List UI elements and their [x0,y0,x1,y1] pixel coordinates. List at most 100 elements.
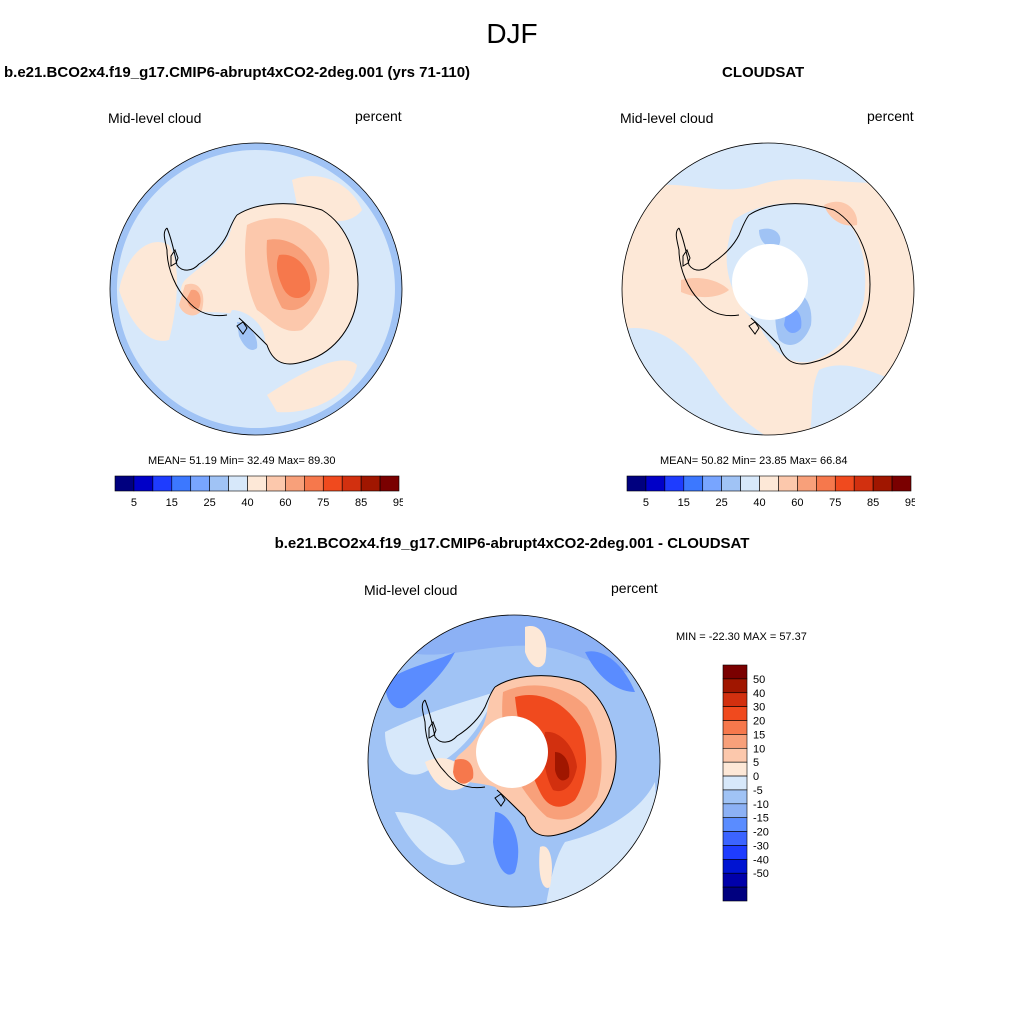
diff-colorbar: 50 40 30 20 15 10 5 0 -5 -10 -15 -20 -30… [722,664,769,902]
diff-cloud-increase [453,758,474,784]
obs-colorbar-cell [721,475,741,492]
obs-low-region [809,365,914,435]
model-cloud-increase [276,254,311,299]
diff-colorbar-label: -10 [753,799,769,811]
diff-colorbar-label: -20 [753,827,769,839]
obs-colorbar-cell [683,475,704,492]
diff-units-label: percent [611,580,658,596]
diff-colorbar-label: 0 [753,771,759,783]
model-colorbar-cell [190,475,210,492]
obs-mean-label: MEAN= [660,455,699,467]
obs-variable-label: Mid-level cloud [620,110,714,126]
obs-max-label: Max= [789,455,817,467]
model-colorbar-label: 75 [317,497,329,509]
model-colorbar-label: 95 [393,497,403,509]
obs-colorbar-cell [626,475,647,492]
model-colorbar-cell [171,475,192,492]
obs-mean-value: 50.82 [701,455,729,467]
diff-coastline [421,675,617,837]
obs-units-label: percent [867,108,914,124]
obs-colorbar-cell [834,475,855,492]
obs-map [621,142,915,436]
diff-slight-increase [525,626,547,668]
diff-map [367,614,661,908]
model-min-label: Min= [219,455,245,467]
model-map [109,142,403,436]
obs-colorbar-label: 75 [829,497,841,509]
diff-colorbar-cell [722,859,748,874]
diff-negative-region [385,652,455,709]
diff-near-zero-region [385,692,495,775]
obs-missing-data-hole [732,244,808,320]
model-colorbar-label: 60 [279,497,291,509]
diff-colorbar-cell [722,775,748,791]
model-colorbar-cell [266,475,286,492]
diff-colorbar-label: 5 [753,757,759,769]
diff-colorbar-label: -50 [753,868,769,880]
model-colorbar-cell [247,475,267,492]
model-colorbar-cell [285,475,305,492]
obs-panel-title: CLOUDSAT [722,64,805,81]
model-min-value: 32.49 [247,455,275,467]
model-colorbar-cell [304,475,324,492]
diff-slight-increase [539,846,552,888]
model-units-label: percent [355,108,402,124]
model-colorbar-label: 15 [166,497,178,509]
diff-colorbar-cell [722,831,748,846]
obs-colorbar-cell [816,475,836,492]
obs-colorbar-cell [759,475,779,492]
model-colorbar-label: 40 [241,497,253,509]
diff-colorbar-cell [722,872,748,888]
model-max-value: 89.30 [307,455,336,467]
figure-title: DJF [486,18,538,49]
diff-panel-title: b.e21.BCO2x4.f19_g17.CMIP6-abrupt4xCO2-2… [274,535,750,552]
model-mean-label: MEAN= [148,455,187,467]
obs-colorbar-label: 25 [716,497,728,509]
obs-colorbar-cell [797,475,817,492]
model-colorbar-label: 85 [355,497,367,509]
diff-colorbar-cell [722,664,748,680]
diff-colorbar-label: -15 [753,813,769,825]
diff-colorbar-cell [722,761,748,777]
diff-colorbar-label: 10 [753,743,765,755]
diff-colorbar-cell [722,734,748,749]
model-map-border [109,142,403,436]
obs-colorbar-cell [664,475,685,492]
diff-colorbar-cell [722,803,748,819]
obs-colorbar-cell [778,475,798,492]
obs-low-region [759,228,781,247]
diff-minmax: MIN = -22.30 MAX = 57.37 [676,631,807,643]
obs-colorbar-label: 85 [867,497,879,509]
diff-colorbar-label: -5 [753,785,763,797]
obs-coastline [675,203,871,365]
obs-colorbar-label: 95 [905,497,915,509]
model-colorbar-cell [152,475,173,492]
diff-variable-label: Mid-level cloud [364,582,458,598]
model-warm-region [119,242,177,341]
diff-colorbar-label: 20 [753,716,765,728]
model-colorbar-label: 5 [131,497,137,509]
model-colorbar-cell [341,475,362,492]
model-colorbar-cell [379,475,400,492]
model-warm-region [267,360,357,413]
obs-map-border [621,142,915,436]
model-stats: MEAN= 51.19 Min= 32.49 Max= 89.30 [148,455,336,467]
obs-colorbar: 5 15 25 40 60 75 85 95 [626,475,915,509]
diff-colorbar-cell [722,817,748,832]
diff-colorbar-label: 15 [753,729,765,741]
diff-colorbar-cell [722,692,748,707]
obs-colorbar-cell [872,475,893,492]
model-colorbar-cell [322,475,343,492]
diff-colorbar-cell [722,720,748,735]
model-colorbar-label: 25 [204,497,216,509]
diff-colorbar-cell [722,789,748,805]
obs-colorbar-label: 60 [791,497,803,509]
obs-stats: MEAN= 50.82 Min= 23.85 Max= 66.84 [660,455,848,467]
diff-near-zero-region [395,812,465,865]
obs-warm-region [824,201,858,226]
diff-colorbar-cell [722,886,748,902]
diff-colorbar-cell [722,747,748,763]
diff-missing-data-hole [476,716,548,788]
diff-colorbar-label: -30 [753,840,769,852]
diff-cloud-increase [555,752,570,781]
